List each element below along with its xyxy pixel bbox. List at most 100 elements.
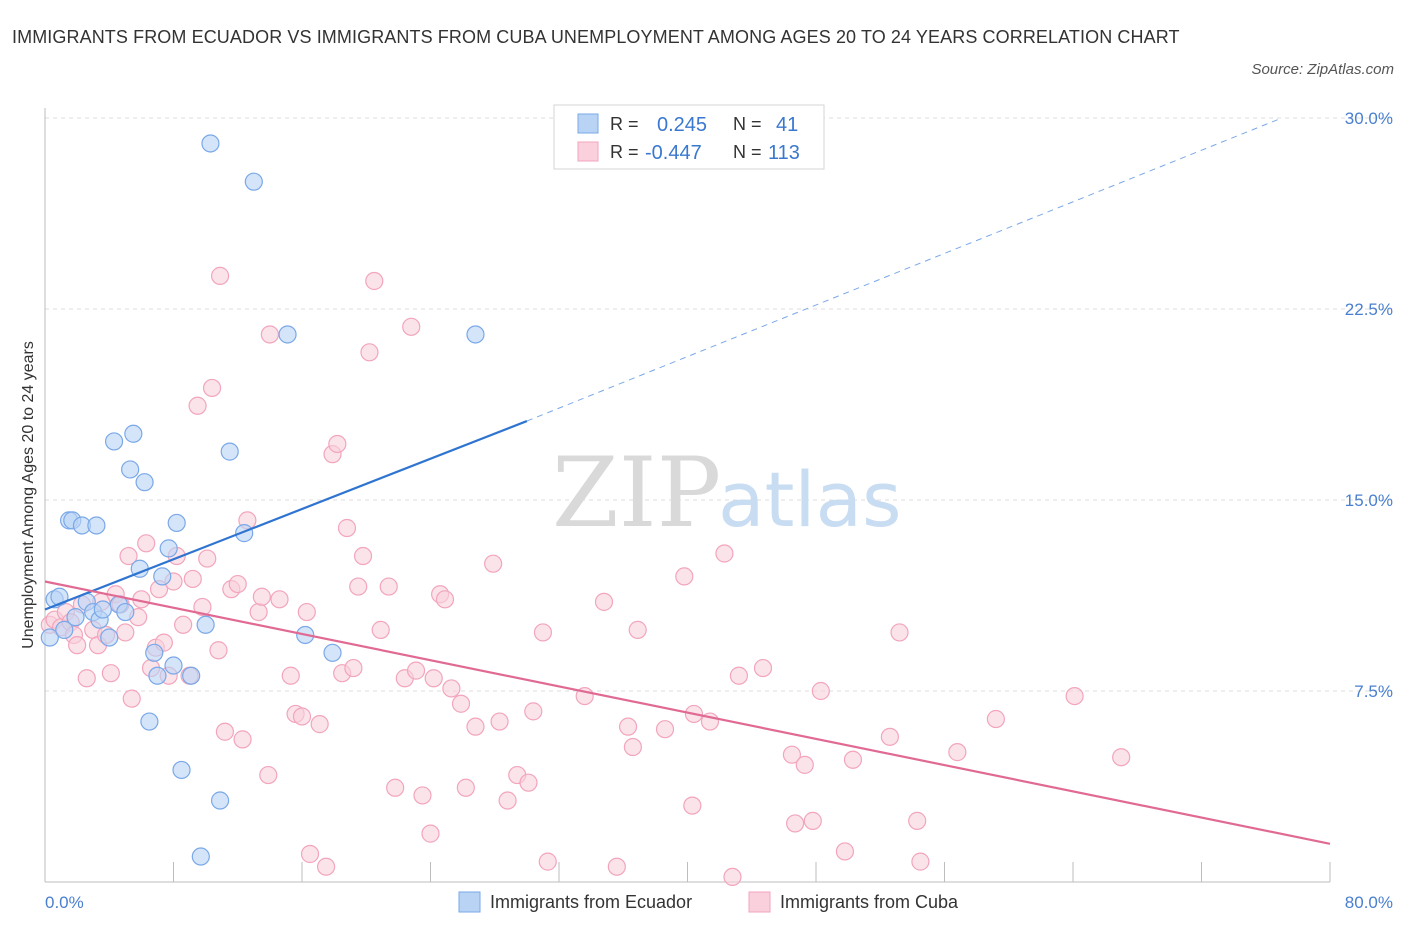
watermark-atlas: atlas: [718, 455, 902, 544]
cuba-point: [519, 773, 538, 792]
y-tick-label: 7.5%: [1354, 682, 1393, 701]
cuba-point: [270, 590, 289, 609]
cuba-point: [723, 867, 742, 887]
cuba-point: [835, 842, 855, 861]
cuba-point: [365, 271, 384, 291]
cuba-point: [119, 546, 138, 566]
gridlines: [45, 117, 1392, 692]
cuba-point: [183, 569, 202, 589]
y-tick-label: 22.5%: [1345, 300, 1393, 319]
cuba-point: [316, 857, 336, 876]
cuba-point: [753, 658, 773, 678]
ecuador-point: [159, 539, 178, 558]
stats-r-label-cuba: R =: [610, 142, 639, 162]
chart-title: IMMIGRANTS FROM ECUADOR VS IMMIGRANTS FR…: [12, 27, 1180, 47]
ecuador-point: [93, 600, 112, 619]
ecuador-point: [164, 656, 183, 675]
stats-box: R = 0.245 N = 41 R = -0.447 N = 113: [553, 104, 825, 170]
cuba-point: [297, 602, 316, 622]
cuba-point: [607, 857, 626, 876]
ecuador-point: [220, 442, 239, 461]
ecuador-point: [153, 567, 172, 586]
ecuador-point: [466, 325, 485, 344]
cuba-point: [68, 636, 87, 655]
ecuador-point: [182, 666, 201, 685]
ecuador-point: [116, 602, 135, 622]
ecuador-point: [323, 643, 342, 662]
cuba-point: [655, 720, 675, 739]
ecuador-point: [124, 424, 143, 443]
stats-n-label-ecuador: N =: [733, 114, 762, 134]
cuba-point: [1112, 748, 1131, 767]
cuba-point: [137, 534, 156, 553]
cuba-point: [843, 750, 863, 769]
stats-box-frame: [553, 104, 825, 170]
ecuador-point: [196, 615, 215, 634]
cuba-point: [281, 666, 300, 685]
ecuador-point: [201, 134, 220, 153]
cuba-point: [623, 737, 642, 757]
stats-swatch-cuba: [577, 141, 599, 162]
ecuador-point: [172, 760, 191, 780]
ecuador-point: [87, 516, 106, 535]
ecuador-trend-line: [44, 420, 528, 611]
cuba-point: [300, 844, 320, 864]
ecuador-point: [100, 628, 119, 647]
y-tick-labels: 7.5% 15.0% 22.5% 30.0%: [1345, 109, 1393, 701]
stats-n-value-ecuador: 41: [776, 114, 798, 136]
cuba-point: [337, 518, 357, 538]
cuba-point: [524, 702, 543, 721]
cuba-point: [948, 743, 967, 762]
cuba-point: [310, 715, 329, 734]
cuba-point: [484, 554, 503, 573]
cuba-point: [908, 811, 927, 830]
cuba-point: [786, 814, 805, 833]
cuba-point: [683, 796, 702, 815]
cuba-point: [122, 689, 141, 708]
ecuador-point: [121, 460, 140, 479]
watermark-zip: ZIP: [552, 437, 721, 549]
ecuador-point: [167, 513, 186, 533]
cuba-point: [498, 791, 517, 810]
cuba-point: [349, 577, 368, 596]
cuba-point: [618, 717, 638, 736]
ecuador-point: [244, 172, 263, 191]
y-axis-label: Unemployment Among Ages 20 to 24 years: [20, 341, 37, 649]
cuba-point: [1065, 686, 1084, 706]
cuba-point: [880, 727, 899, 746]
ecuador-point: [66, 608, 85, 627]
cuba-point: [729, 666, 749, 685]
cuba-point: [260, 325, 279, 344]
chart-source: Source: ZipAtlas.com: [1251, 61, 1394, 78]
ecuador-point: [145, 643, 164, 662]
axes: [44, 108, 1331, 883]
ecuador-point: [135, 473, 154, 492]
ecuador-point: [55, 620, 74, 639]
cuba-point: [533, 623, 553, 642]
cuba-point: [215, 722, 234, 741]
stats-n-label-cuba: N =: [733, 142, 762, 162]
cuba-point: [782, 745, 802, 764]
legend-swatch-ecuador: [458, 891, 481, 913]
cuba-point: [210, 266, 230, 285]
stats-n-value-cuba: 113: [768, 142, 800, 164]
stats-r-value-cuba: -0.447: [645, 142, 702, 164]
cuba-point: [198, 549, 217, 568]
cuba-point: [259, 765, 278, 785]
cuba-point: [795, 755, 814, 774]
cuba-point: [421, 824, 440, 843]
legend-label-cuba: Immigrants from Cuba: [780, 892, 959, 912]
stats-r-label-ecuador: R =: [610, 114, 639, 134]
cuba-point: [328, 434, 347, 454]
cuba-point: [77, 669, 96, 688]
cuba-point: [174, 615, 193, 634]
ecuador-point: [210, 791, 230, 810]
cuba-point: [911, 852, 930, 871]
cuba-point: [228, 574, 247, 594]
cuba-point: [594, 592, 614, 611]
cuba-point: [803, 811, 822, 830]
ecuador-point: [140, 712, 159, 731]
cuba-point: [292, 707, 312, 726]
data-points: [40, 134, 1131, 887]
